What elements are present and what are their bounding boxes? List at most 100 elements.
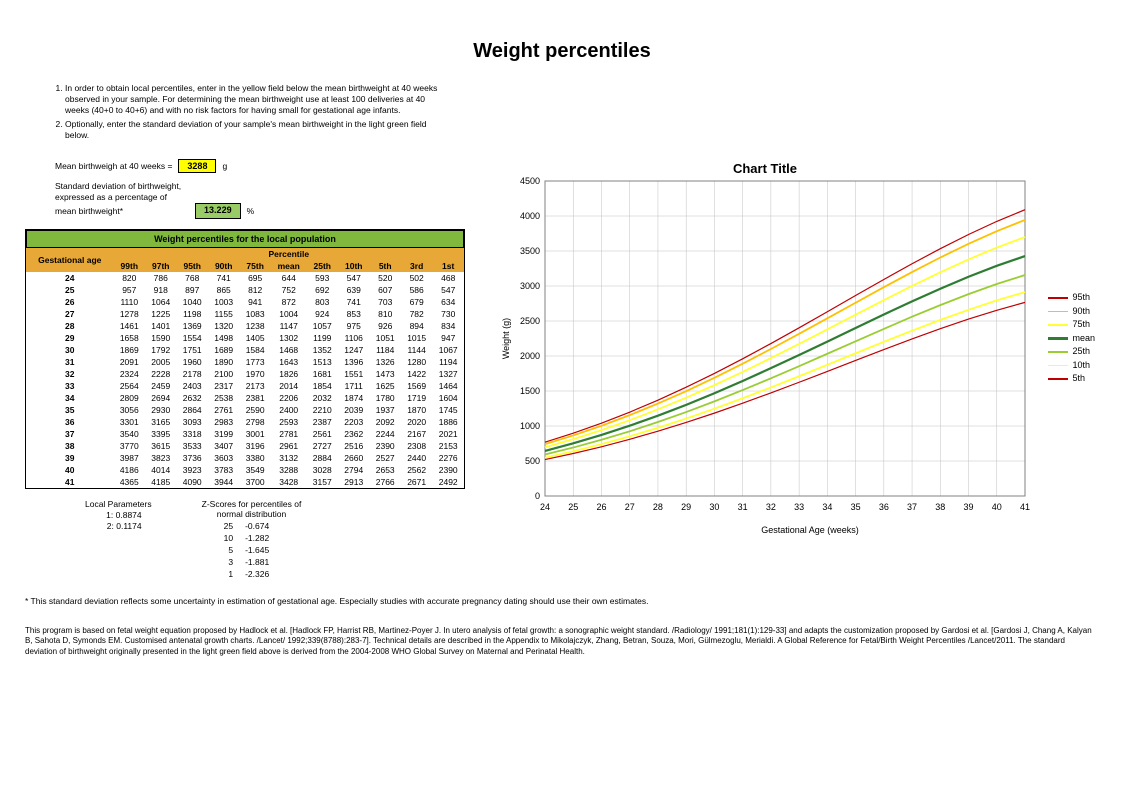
data-cell: 520 <box>369 272 400 284</box>
legend-swatch <box>1048 378 1068 380</box>
mean-bw-input[interactable]: 3288 <box>178 159 216 173</box>
data-cell: 2317 <box>208 380 239 392</box>
data-cell: 1874 <box>338 392 369 404</box>
data-cell: 2403 <box>176 380 207 392</box>
data-cell: 3288 <box>271 464 307 476</box>
svg-text:4500: 4500 <box>520 176 540 186</box>
data-cell: 2178 <box>176 368 207 380</box>
mean-bw-row: Mean birthweigh at 40 weeks = 3288 g <box>55 159 465 173</box>
data-cell: 1937 <box>369 404 400 416</box>
instruction-1: In order to obtain local percentiles, en… <box>65 83 445 116</box>
legend-label: 90th <box>1072 305 1090 319</box>
table-title: Weight percentiles for the local populat… <box>26 230 464 248</box>
svg-text:2500: 2500 <box>520 316 540 326</box>
legend-swatch <box>1048 365 1068 367</box>
data-cell: 918 <box>145 284 176 296</box>
data-cell: 1198 <box>176 308 207 320</box>
data-cell: 3923 <box>176 464 207 476</box>
data-cell: 634 <box>432 296 464 308</box>
footnote: * This standard deviation reflects some … <box>25 596 1099 606</box>
z-p: 3 <box>224 557 243 567</box>
data-cell: 3407 <box>208 440 239 452</box>
data-cell: 3615 <box>145 440 176 452</box>
sd-label-1: Standard deviation of birthweight, <box>55 181 465 192</box>
col-header: 75th <box>239 260 270 272</box>
svg-text:500: 500 <box>525 456 540 466</box>
svg-text:39: 39 <box>964 502 974 512</box>
data-cell: 2794 <box>338 464 369 476</box>
data-cell: 2761 <box>208 404 239 416</box>
data-cell: 2324 <box>114 368 145 380</box>
data-cell: 1826 <box>271 368 307 380</box>
data-cell: 3770 <box>114 440 145 452</box>
sd-label-2: expressed as a percentage of <box>55 192 465 203</box>
ga-cell: 33 <box>26 380 114 392</box>
data-cell: 2440 <box>401 452 432 464</box>
data-cell: 1083 <box>239 308 270 320</box>
data-cell: 2884 <box>307 452 338 464</box>
data-cell: 3783 <box>208 464 239 476</box>
data-cell: 1461 <box>114 320 145 332</box>
data-cell: 1057 <box>307 320 338 332</box>
data-cell: 3318 <box>176 428 207 440</box>
data-cell: 810 <box>369 308 400 320</box>
z-title: Z-Scores for percentiles of <box>202 499 302 509</box>
data-cell: 2276 <box>432 452 464 464</box>
legend-label: 95th <box>1072 291 1090 305</box>
sd-input[interactable]: 13.229 <box>195 203 241 219</box>
data-cell: 3700 <box>239 476 270 488</box>
legend-label: 75th <box>1072 318 1090 332</box>
data-cell: 2021 <box>432 428 464 440</box>
ga-cell: 30 <box>26 344 114 356</box>
data-cell: 3736 <box>176 452 207 464</box>
ga-cell: 34 <box>26 392 114 404</box>
svg-text:28: 28 <box>653 502 663 512</box>
svg-text:1000: 1000 <box>520 421 540 431</box>
data-cell: 2459 <box>145 380 176 392</box>
data-cell: 1970 <box>239 368 270 380</box>
percentile-header: Percentile <box>114 248 464 260</box>
data-cell: 3603 <box>208 452 239 464</box>
legend-item: 95th <box>1048 291 1095 305</box>
data-cell: 3944 <box>208 476 239 488</box>
data-cell: 1584 <box>239 344 270 356</box>
instructions-list: In order to obtain local percentiles, en… <box>25 83 445 141</box>
legend-item: mean <box>1048 332 1095 346</box>
legend-label: 5th <box>1072 372 1085 386</box>
data-cell: 1278 <box>114 308 145 320</box>
data-cell: 1015 <box>401 332 432 344</box>
data-cell: 703 <box>369 296 400 308</box>
z-table: 25-0.67410-1.2825-1.6453-1.8811-2.326 <box>222 519 282 581</box>
legend-swatch <box>1048 351 1068 353</box>
chart-container: Chart Title 0500100015002000250030003500… <box>495 151 1095 535</box>
data-cell: 1302 <box>271 332 307 344</box>
data-cell: 1320 <box>208 320 239 332</box>
data-cell: 1247 <box>338 344 369 356</box>
data-cell: 957 <box>114 284 145 296</box>
mean-bw-unit: g <box>222 161 227 171</box>
data-cell: 1745 <box>432 404 464 416</box>
data-cell: 1225 <box>145 308 176 320</box>
data-cell: 924 <box>307 308 338 320</box>
ga-cell: 35 <box>26 404 114 416</box>
svg-text:37: 37 <box>907 502 917 512</box>
data-cell: 1051 <box>369 332 400 344</box>
z-val: -0.674 <box>245 521 279 531</box>
data-cell: 3028 <box>307 464 338 476</box>
data-cell: 2562 <box>401 464 432 476</box>
data-cell: 834 <box>432 320 464 332</box>
lp2-label: 2: <box>107 521 114 531</box>
data-cell: 3428 <box>271 476 307 488</box>
data-cell: 1405 <box>239 332 270 344</box>
data-cell: 4014 <box>145 464 176 476</box>
percentile-table-wrap: Weight percentiles for the local populat… <box>25 229 465 489</box>
svg-text:25: 25 <box>568 502 578 512</box>
data-cell: 1040 <box>176 296 207 308</box>
data-cell: 786 <box>145 272 176 284</box>
data-cell: 4365 <box>114 476 145 488</box>
data-cell: 1401 <box>145 320 176 332</box>
z-p: 10 <box>224 533 243 543</box>
data-cell: 941 <box>239 296 270 308</box>
data-cell: 2210 <box>307 404 338 416</box>
params-row: Local Parameters 1: 0.8874 2: 0.1174 Z-S… <box>85 499 465 581</box>
